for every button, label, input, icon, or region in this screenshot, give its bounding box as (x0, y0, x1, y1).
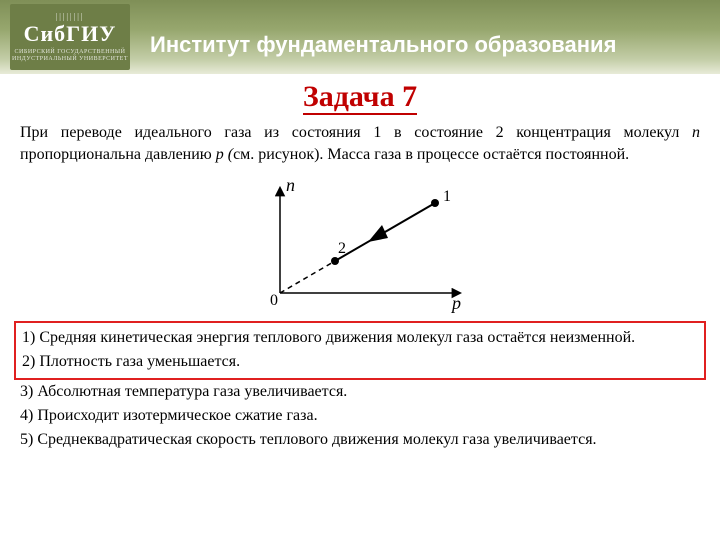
answer-5-num: 5) (20, 431, 33, 448)
university-logo: |||||||| СибГИУ СИБИРСКИЙ ГОСУДАРСТВЕННЫ… (10, 4, 130, 70)
answer-2-text: Плотность газа уменьшается. (39, 353, 240, 370)
origin-label: 0 (270, 292, 278, 309)
answer-1: 1) Средняя кинетическая энергия тепловог… (22, 326, 698, 350)
answer-1-text: Средняя кинетическая энергия теплового д… (39, 329, 635, 346)
slide-content: Задача 7 При переводе идеального газа из… (0, 74, 720, 462)
header-band: |||||||| СибГИУ СИБИРСКИЙ ГОСУДАРСТВЕННЫ… (0, 0, 720, 74)
logo-fullname: СИБИРСКИЙ ГОСУДАРСТВЕННЫЙ ИНДУСТРИАЛЬНЫЙ… (10, 49, 130, 62)
var-p: p ( (216, 146, 233, 163)
answer-1-num: 1) (22, 329, 35, 346)
x-axis-label: p (450, 293, 461, 313)
answer-4-num: 4) (20, 407, 33, 424)
answer-list: 1) Средняя кинетическая энергия тепловог… (20, 321, 700, 452)
state-point-1 (431, 199, 439, 207)
np-diagram: 0 n p 2 1 (240, 173, 480, 313)
logo-acronym: СибГИУ (24, 21, 117, 47)
answer-4: 4) Происходит изотермическое сжатие газа… (20, 404, 700, 428)
problem-text-2: пропорциональна давлению (20, 146, 216, 163)
correct-answers-box: 1) Средняя кинетическая энергия тепловог… (14, 321, 706, 380)
task-title-text: Задача 7 (303, 80, 417, 115)
answer-4-text: Происходит изотермическое сжатие газа. (37, 407, 317, 424)
state-label-1: 1 (443, 188, 451, 205)
answer-3: 3) Абсолютная температура газа увеличива… (20, 380, 700, 404)
logo-ornament: |||||||| (56, 12, 85, 21)
direction-arrow-icon (368, 225, 388, 242)
task-title: Задача 7 (20, 80, 700, 114)
institute-title: Институт фундаментального образования (150, 32, 616, 58)
answer-2-num: 2) (22, 353, 35, 370)
answer-3-text: Абсолютная температура газа увеличиваетс… (37, 383, 347, 400)
y-axis-label: n (286, 175, 295, 195)
problem-statement: При переводе идеального газа из состояни… (20, 122, 700, 165)
answer-2: 2) Плотность газа уменьшается. (22, 350, 698, 374)
state-label-2: 2 (338, 240, 346, 257)
problem-text-3: см. рисунок). Масса газа в процессе оста… (233, 146, 629, 163)
dashed-segment (280, 261, 335, 293)
problem-text-1: При переводе идеального газа из состояни… (20, 124, 692, 141)
var-n: n (692, 124, 700, 141)
state-point-2 (331, 257, 339, 265)
answer-5: 5) Среднеквадратическая скорость теплово… (20, 428, 700, 452)
answer-5-text: Среднеквадратическая скорость теплового … (37, 431, 596, 448)
answer-3-num: 3) (20, 383, 33, 400)
